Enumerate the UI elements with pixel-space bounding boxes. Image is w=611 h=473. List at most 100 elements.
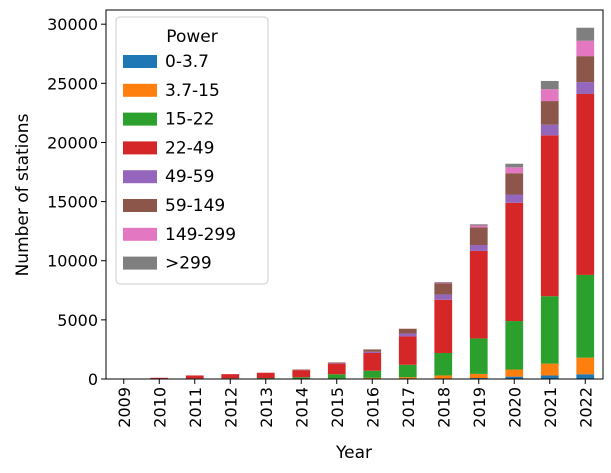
bar-2022-15-22 <box>576 274 595 358</box>
y-tick-label: 15000 <box>47 193 98 212</box>
bar-2019-49-59 <box>469 245 488 251</box>
bar-2021-49-59 <box>540 124 559 136</box>
bar-2018-59-149 <box>434 283 453 295</box>
y-tick-label: 20000 <box>47 133 98 152</box>
bar-2016-22-49 <box>363 352 382 371</box>
y-axis: 0 5000 10000 15000 20000 25000 30000 <box>47 15 106 389</box>
bar-2022-3.7-15 <box>576 357 595 375</box>
bar-2020-59-149 <box>505 173 524 195</box>
legend-swatch-15-22 <box>123 112 157 126</box>
y-tick-label: 25000 <box>47 74 98 93</box>
bar-2022-59-149 <box>576 56 595 83</box>
legend: Power 0-3.7 3.7-15 15-22 22-49 49-59 59-149 14… <box>115 16 269 285</box>
x-tick-label: 2013 <box>257 387 276 428</box>
legend-label->299: >299 <box>165 254 212 274</box>
bar-2019-15-22 <box>469 338 488 374</box>
bar-2022-149-299 <box>576 40 595 57</box>
bar-2021-3.7-15 <box>540 363 559 376</box>
bar-2020-15-22 <box>505 321 524 370</box>
bar-2016-59-149 <box>363 349 382 352</box>
bar-2021-22-49 <box>540 135 559 297</box>
x-tick-label: 2021 <box>541 387 560 428</box>
bar-2022-49-59 <box>576 82 595 94</box>
x-axis-label: Year <box>335 443 372 463</box>
bar-2022-22-49 <box>576 93 595 275</box>
bar-2020-49-59 <box>505 194 524 203</box>
bar-2018->299 <box>434 282 453 283</box>
y-tick-label: 5000 <box>57 311 98 330</box>
x-tick-label: 2020 <box>505 387 524 428</box>
bar-2020-149-299 <box>505 167 524 174</box>
legend-swatch->299 <box>123 256 157 270</box>
bar-2015-15-22 <box>327 374 346 379</box>
bar-2018-15-22 <box>434 352 453 376</box>
bar-2018-3.7-15 <box>434 375 453 379</box>
bar-2017-22-49 <box>398 336 417 365</box>
bar-2018-49-59 <box>434 294 453 300</box>
x-tick-label: 2017 <box>399 387 418 428</box>
bar-2015-22-49 <box>327 363 346 375</box>
bar-2018-149-299 <box>434 282 453 284</box>
x-tick-label: 2022 <box>576 387 595 428</box>
bar-2015-49-59 <box>327 363 346 364</box>
legend-swatch-59-149 <box>123 199 157 212</box>
x-tick-label: 2012 <box>221 387 240 428</box>
x-tick-label: 2019 <box>470 387 489 428</box>
bar-2012-22-49 <box>221 374 240 379</box>
legend-swatch-3.7-15 <box>123 83 157 97</box>
legend-label-22-49: 22-49 <box>165 138 214 158</box>
bar-2019-59-149 <box>469 227 488 245</box>
bar-2020->299 <box>505 163 524 168</box>
bar-2020-3.7-15 <box>505 369 524 377</box>
bar-2013-22-49 <box>256 372 275 379</box>
x-tick-label: 2014 <box>292 387 311 428</box>
y-tick-label: 10000 <box>47 252 98 271</box>
x-tick-label: 2015 <box>328 387 347 428</box>
bar-2022-0-3.7 <box>576 374 595 379</box>
legend-label-59-149: 59-149 <box>165 196 225 216</box>
x-tick-label: 2009 <box>115 387 134 428</box>
bar-2020-0-3.7 <box>505 376 524 379</box>
bar-2019-22-49 <box>469 250 488 339</box>
x-tick-label: 2018 <box>434 387 453 428</box>
bar-2014-59-149 <box>292 369 311 371</box>
legend-label-0-3.7: 0-3.7 <box>165 52 209 72</box>
legend-swatch-0-3.7 <box>123 55 157 68</box>
x-tick-label: 2016 <box>363 387 382 428</box>
y-axis-label: Number of stations <box>13 113 33 276</box>
bar-2019->299 <box>469 224 488 226</box>
bar-2021-59-149 <box>540 101 559 125</box>
bar-2016-49-59 <box>363 351 382 353</box>
bar-2015-59-149 <box>327 362 346 364</box>
legend-label-149-299: 149-299 <box>165 225 236 245</box>
legend-swatch-49-59 <box>123 170 157 184</box>
y-tick-label: 0 <box>88 370 98 389</box>
y-tick-label: 30000 <box>47 15 98 34</box>
bar-2010-22-49 <box>150 377 169 379</box>
bar-2017-15-22 <box>398 364 417 378</box>
bar-2021-15-22 <box>540 296 559 364</box>
legend-items: 0-3.7 3.7-15 15-22 22-49 49-59 59-149 149-299 >… <box>123 52 236 274</box>
bar-2021-0-3.7 <box>540 375 559 379</box>
bar-2017-59-149 <box>398 328 417 334</box>
legend-frame <box>115 16 269 285</box>
bar-2021-149-299 <box>540 89 559 102</box>
bar-2019-149-299 <box>469 225 488 228</box>
legend-label-3.7-15: 3.7-15 <box>165 81 220 101</box>
bar-2019-3.7-15 <box>469 373 488 379</box>
legend-swatch-22-49 <box>123 141 157 155</box>
bar-2014-15-22 <box>292 377 311 379</box>
x-axis: 2009 2010 2011 2012 2013 2014 2015 2016 2017 2018… <box>115 379 595 428</box>
legend-swatch-149-299 <box>123 227 157 241</box>
bar-2022->299 <box>576 27 595 41</box>
bar-2018-22-49 <box>434 299 453 353</box>
bar-2011-22-49 <box>185 375 204 379</box>
bar-2020-22-49 <box>505 202 524 322</box>
bar-2021->299 <box>540 80 559 90</box>
x-tick-label: 2010 <box>150 387 169 428</box>
bar-2016-15-22 <box>363 370 382 378</box>
bar-2017-49-59 <box>398 333 417 337</box>
x-tick-label: 2011 <box>186 387 205 428</box>
legend-label-15-22: 15-22 <box>165 110 214 130</box>
